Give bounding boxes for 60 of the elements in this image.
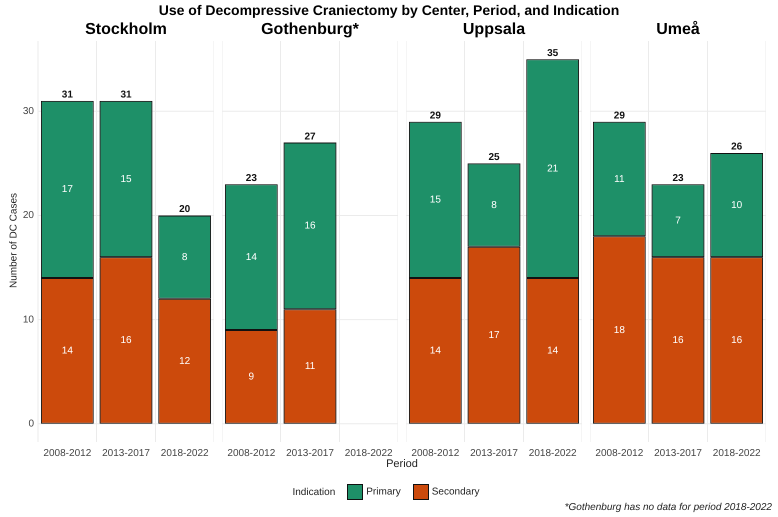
total-label: 23 [672, 172, 684, 184]
data-label: 17 [62, 184, 74, 196]
text: *Gothenburg has no data for period 2018-2022 [564, 502, 772, 513]
total-label: 29 [614, 110, 626, 122]
data-label: 12 [179, 356, 191, 368]
data-label: 14 [246, 252, 258, 263]
total-label: 27 [304, 131, 316, 142]
total-label: 25 [488, 152, 500, 164]
text: Use of Decompressive Craniectomy by Center, Period, and Indication [158, 2, 620, 18]
total-label: 20 [179, 204, 191, 216]
x-tick-label: 2018-2022 [160, 448, 210, 459]
y-tick-label: 20 [22, 210, 34, 222]
x-tick-label: 2008-2012 [43, 448, 92, 459]
y-tick-label: 0 [28, 418, 34, 430]
data-label: 14 [62, 346, 74, 357]
data-label: 15 [120, 174, 132, 185]
total-label: 23 [246, 172, 258, 184]
x-tick-label: 2013-2017 [654, 448, 702, 459]
x-tick-label: 2018-2022 [344, 448, 394, 459]
x-tick-label: 2013-2017 [470, 448, 518, 459]
chart-title: Stockholm [84, 21, 168, 39]
total-label: 29 [430, 110, 442, 122]
data-label: 7 [675, 215, 682, 226]
y-axis-title: Number of DC Cases [8, 191, 20, 290]
x-tick-label: 2008-2012 [411, 448, 460, 459]
y-tick-label: 10 [22, 314, 34, 326]
data-label: 8 [182, 252, 188, 263]
data-label: 9 [248, 372, 255, 383]
data-label: 16 [120, 335, 132, 346]
data-label: 17 [488, 330, 500, 341]
total-label: 26 [731, 142, 743, 153]
x-tick-label: 2018-2022 [528, 448, 578, 459]
x-tick-label: 2018-2022 [712, 448, 762, 459]
text: Period [385, 458, 419, 470]
data-label: 11 [304, 361, 316, 372]
legend-label: Primary [366, 486, 401, 498]
chart-title: Gothenburg* [260, 21, 360, 39]
legend-title: Indication [292, 486, 336, 498]
data-label: 16 [672, 335, 684, 346]
chart-title: Uppsala [462, 21, 526, 39]
data-label: 16 [731, 335, 743, 346]
data-label: 16 [304, 220, 316, 232]
data-label: 11 [614, 174, 625, 185]
x-tick-label: 2013-2017 [102, 448, 150, 459]
chart-title: Umeå [655, 21, 701, 39]
data-label: 21 [547, 163, 559, 174]
x-tick-label: 2008-2012 [595, 448, 644, 459]
total-label: 31 [120, 90, 132, 101]
y-tick-label: 30 [22, 106, 34, 118]
total-label: 35 [547, 48, 559, 59]
data-label: 10 [731, 200, 743, 211]
data-label: 14 [547, 346, 559, 357]
x-tick-label: 2013-2017 [286, 448, 334, 459]
x-tick-label: 2008-2012 [227, 448, 276, 459]
total-label: 31 [62, 90, 74, 101]
legend-label: Secondary [432, 486, 480, 498]
data-label: 8 [491, 200, 498, 211]
data-label: 18 [614, 324, 626, 336]
data-label: 14 [430, 346, 442, 357]
data-label: 15 [430, 194, 442, 206]
